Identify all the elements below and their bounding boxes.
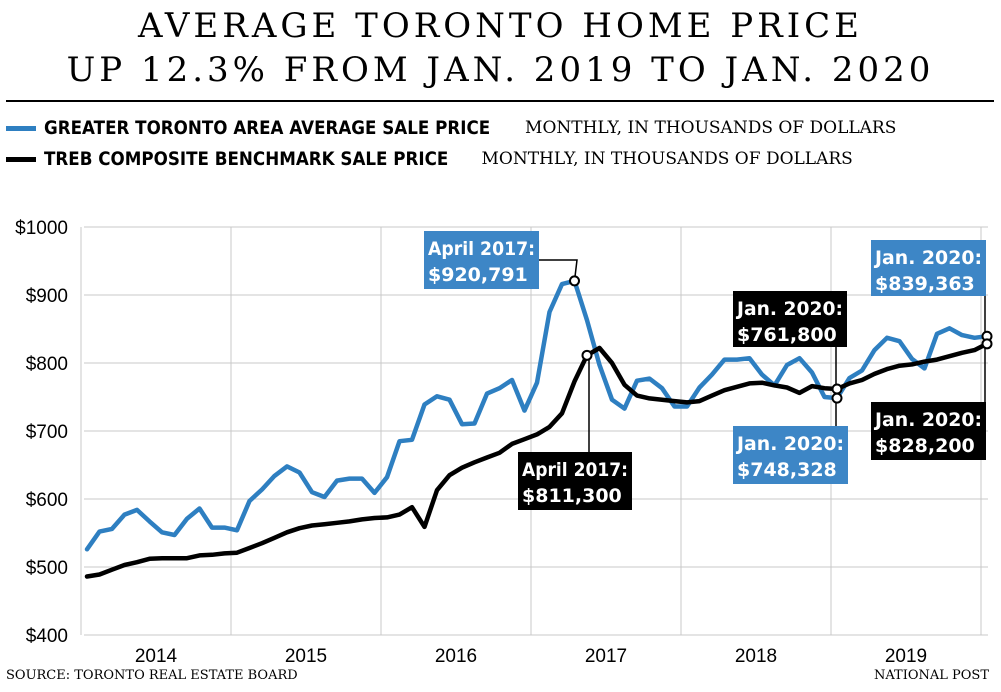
legend-unit-gta-average: MONTHLY, IN THOUSANDS OF DOLLARS <box>525 118 897 138</box>
annotation-marker <box>831 392 843 404</box>
chart-title-line-2: UP 12.3% FROM JAN. 2019 TO JAN. 2020 <box>66 50 935 90</box>
annotation-callout-box <box>518 452 632 510</box>
annotation-marker <box>581 349 593 361</box>
annotation-callout-value: $811,300 <box>522 485 622 507</box>
annotation-callout-date: April 2017: <box>428 238 535 260</box>
title-divider <box>6 100 994 102</box>
annotation-marker <box>981 338 993 350</box>
legend-label-gta-average: GREATER TORONTO AREA AVERAGE SALE PRICE <box>44 117 491 139</box>
annotation-callout-box <box>733 426 848 484</box>
x-tick-label: 2018 <box>735 646 777 666</box>
y-tick-label: $600 <box>26 490 68 511</box>
annotation-callout-value: $839,363 <box>875 273 975 295</box>
annotation-leader-line <box>539 259 578 281</box>
x-tick-label: 2016 <box>435 646 477 666</box>
annotation-callout-date: Jan. 2020: <box>735 433 844 455</box>
source-note: SOURCE: TORONTO REAL ESTATE BOARD <box>6 668 298 683</box>
annotation-callout-value: $920,791 <box>428 264 528 286</box>
annotation-callout-value: $761,800 <box>737 324 837 346</box>
annotation-callout-date: Jan. 2020: <box>735 298 843 320</box>
line-chart: $400 $500 $600 $700 $800 $900 $1000 2014 2015 201… <box>15 218 993 666</box>
y-tick-label: $900 <box>26 286 68 307</box>
legend-item-gta-average: GREATER TORONTO AREA AVERAGE SALE PRICE … <box>6 114 896 142</box>
annotation-marker <box>831 383 843 395</box>
x-tick-label: 2019 <box>885 646 927 666</box>
legend-label-treb-benchmark: TREB COMPOSITE BENCHMARK SALE PRICE <box>44 148 449 170</box>
annotation-marker <box>569 275 580 287</box>
annotation-leader-line <box>587 354 590 452</box>
x-tick-label: 2015 <box>285 646 327 666</box>
annotation-callout-box <box>871 402 986 460</box>
annotation-callout-box <box>424 231 539 289</box>
x-tick-label: 2014 <box>135 646 178 666</box>
legend-swatch-blue <box>6 125 36 131</box>
x-tick-label: 2017 <box>585 646 627 666</box>
legend-item-treb-benchmark: TREB COMPOSITE BENCHMARK SALE PRICE MONT… <box>6 145 853 173</box>
y-tick-label: $700 <box>26 422 68 443</box>
y-tick-label: $800 <box>26 354 68 375</box>
y-tick-label: $400 <box>26 626 68 647</box>
legend-unit-treb-benchmark: MONTHLY, IN THOUSANDS OF DOLLARS <box>481 149 853 169</box>
annotation-callout-date: Jan. 2020: <box>873 409 982 431</box>
y-tick-label: $500 <box>26 558 68 579</box>
annotation-leader-line <box>835 347 837 390</box>
publisher-credit: NATIONAL POST <box>873 668 989 683</box>
annotation-callout-value: $828,200 <box>875 435 975 457</box>
annotation-leader-line <box>984 296 987 337</box>
y-tick-label: $1000 <box>15 218 68 239</box>
annotation-leader-line <box>984 343 987 402</box>
legend-swatch-black <box>6 156 36 162</box>
annotation-callout-box <box>733 291 847 347</box>
annotation-callout-date: April 2017: <box>522 459 628 481</box>
chart-title-line-1: AVERAGE TORONTO HOME PRICE <box>137 6 863 46</box>
annotation-callout-box <box>871 240 986 296</box>
annotation-callout-date: Jan. 2020: <box>873 247 982 269</box>
annotation-callout-value: $748,328 <box>737 459 837 481</box>
